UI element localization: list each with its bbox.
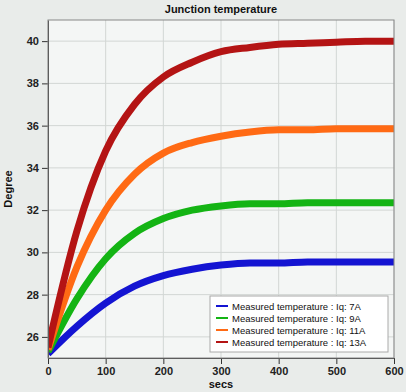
background bbox=[0, 0, 406, 392]
tick: 28 bbox=[27, 289, 48, 301]
tick: 300 bbox=[212, 358, 230, 377]
tick: 200 bbox=[155, 358, 173, 377]
grid-line-x bbox=[163, 20, 164, 358]
tick-label: 300 bbox=[212, 365, 230, 377]
tick-label: 30 bbox=[27, 246, 39, 258]
legend-label: Measured temperature : Iq: 7A bbox=[232, 301, 362, 312]
legend-label: Measured temperature : Iq: 13A bbox=[232, 337, 367, 348]
grid bbox=[48, 20, 394, 358]
tick: 36 bbox=[27, 120, 48, 132]
grid-line-y bbox=[48, 252, 394, 253]
tick-label: 200 bbox=[155, 365, 173, 377]
y-axis-title: Degree bbox=[2, 170, 14, 207]
grid-line-y bbox=[48, 210, 394, 211]
legend: Measured temperature : Iq: 7AMeasured te… bbox=[210, 296, 388, 352]
title: Junction temperature bbox=[165, 3, 277, 15]
tick-mark bbox=[42, 168, 48, 169]
tick: 32 bbox=[27, 204, 48, 216]
plot: 0 100 200 300 400 500 600 26 28 30 32 34 36 38 40 Measu… bbox=[27, 20, 404, 377]
legend-swatch bbox=[216, 329, 228, 331]
tick-label: 0 bbox=[45, 365, 51, 377]
tick-mark bbox=[42, 252, 48, 253]
tick: 500 bbox=[328, 358, 346, 377]
legend-swatch bbox=[216, 317, 228, 319]
tick-mark bbox=[163, 358, 164, 364]
tick: 0 bbox=[45, 358, 51, 377]
legend-box bbox=[210, 296, 388, 352]
tick-label: 32 bbox=[27, 204, 39, 216]
tick-label: 40 bbox=[27, 35, 39, 47]
tick: 30 bbox=[27, 246, 48, 258]
tick-label: 34 bbox=[27, 162, 40, 174]
tick-mark bbox=[279, 358, 280, 364]
series-group bbox=[48, 41, 394, 354]
grid-line-y bbox=[48, 83, 394, 84]
tick: 40 bbox=[27, 35, 48, 47]
tick-mark bbox=[42, 126, 48, 127]
tick: 26 bbox=[27, 331, 48, 343]
legend-label: Measured temperature : Iq: 9A bbox=[232, 313, 362, 324]
tick-mark bbox=[42, 41, 48, 42]
plot-area bbox=[48, 20, 394, 358]
tick-mark bbox=[221, 358, 222, 364]
grid-line-y bbox=[48, 294, 394, 295]
tick-mark bbox=[42, 337, 48, 338]
tick: 38 bbox=[27, 77, 48, 89]
legend-swatch bbox=[216, 341, 228, 343]
tick-label: 600 bbox=[385, 365, 403, 377]
tick-mark bbox=[42, 295, 48, 296]
legend-swatch bbox=[216, 305, 228, 307]
tick-label: 38 bbox=[27, 77, 39, 89]
tick-mark bbox=[394, 358, 395, 364]
series-line bbox=[48, 262, 394, 354]
tick-mark bbox=[42, 83, 48, 84]
tick: 34 bbox=[27, 162, 48, 174]
tick-mark bbox=[336, 358, 337, 364]
tick-label: 36 bbox=[27, 120, 39, 132]
tick-label: 100 bbox=[97, 365, 115, 377]
tick-label: 28 bbox=[27, 289, 39, 301]
tick: 600 bbox=[385, 358, 403, 377]
plot-frame bbox=[48, 20, 394, 358]
tick-mark bbox=[106, 358, 107, 364]
tick: 100 bbox=[97, 358, 115, 377]
legend-label: Measured temperature : Iq: 11A bbox=[232, 325, 366, 336]
tick-label: 26 bbox=[27, 331, 39, 343]
tick-mark bbox=[48, 358, 49, 364]
tick-label: 500 bbox=[328, 365, 346, 377]
tick-label: 400 bbox=[270, 365, 288, 377]
y-axis: 26 28 30 32 34 36 38 40 bbox=[27, 21, 49, 359]
tick: 400 bbox=[270, 358, 288, 377]
chart: 0 100 200 300 400 500 600 26 28 30 32 34 36 38 40 Measu… bbox=[0, 0, 406, 392]
x-axis-title: secs bbox=[209, 378, 233, 390]
tick-mark bbox=[42, 210, 48, 211]
x-axis: 0 100 200 300 400 500 600 bbox=[45, 358, 403, 377]
